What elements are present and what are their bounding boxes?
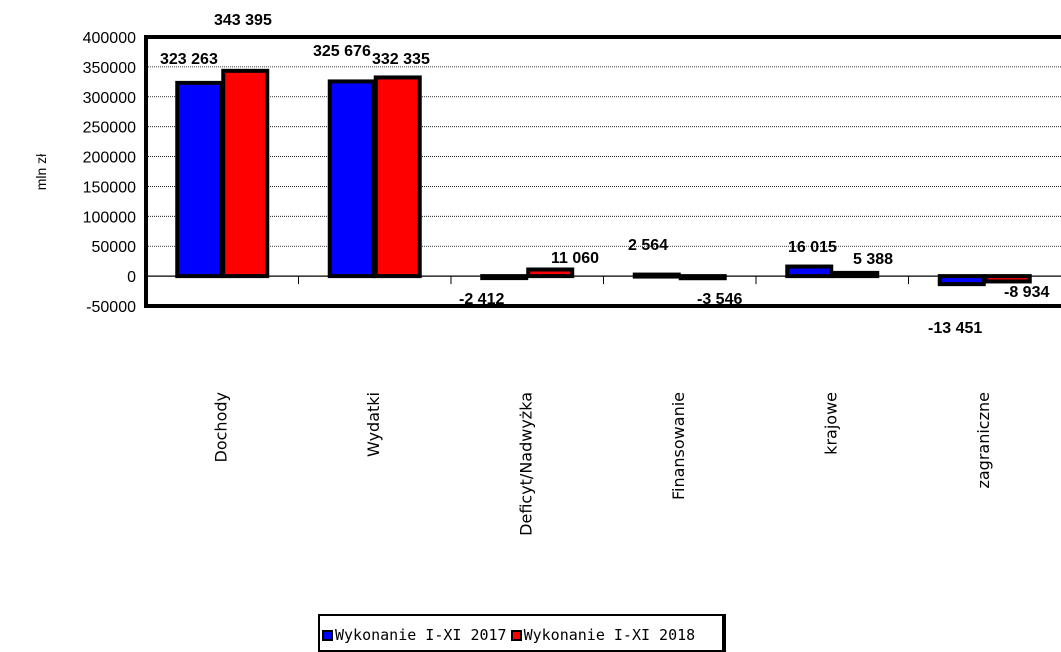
data-label-2018-2: 11 060 [551,250,599,267]
category-label: zagraniczne [974,392,993,489]
data-label-2017-5: -13 451 [928,320,982,337]
bar-2017-1 [327,79,376,279]
y-tick-label: 50000 [92,239,137,256]
y-tick-label: 100000 [83,209,136,226]
bar-2017-0 [175,80,224,279]
x-axis-ticks [298,276,909,285]
y-axis-label: mln zł [33,153,49,190]
data-label-2017-3: 2 564 [628,237,668,254]
data-label-2018-1: 332 335 [372,51,430,68]
y-tick-label: 400000 [83,30,136,47]
bars [175,68,1032,287]
data-label-2018-4: 5 388 [853,251,893,268]
data-labels: 323 263 325 676 -2 412 2 564 16 015 -13 451 34… [160,12,1049,337]
legend-swatch-2018 [510,629,522,641]
y-tick-label: 350000 [83,60,136,77]
category-label: Wydatki [364,392,383,457]
data-label-2018-3: -3 546 [697,291,742,308]
data-label-2017-2: -2 412 [459,291,504,308]
data-label-2017-1: 325 676 [313,43,371,60]
bar-2018-1 [373,75,422,279]
y-tick-label: 0 [127,269,136,286]
y-tick-label: 300000 [83,90,136,107]
bar-2017-4 [785,264,834,279]
legend-swatch-2017 [322,629,333,641]
y-tick-label: 250000 [83,120,136,137]
y-tick-label: 200000 [83,150,136,167]
category-label: krajowe [821,392,840,455]
plot-frame [144,35,1061,308]
legend-item-2017: Wykonanie I-XI 2017 [322,626,507,644]
category-label: Dochody [211,392,230,462]
bar-2018-4 [831,270,880,279]
bar-2017-3 [632,272,681,279]
gridlines [146,66,1061,277]
data-label-2017-0: 323 263 [160,51,218,68]
data-label-2018-5: -8 934 [1004,284,1049,301]
legend: Wykonanie I-XI 2017 Wykonanie I-XI 2018 [318,614,726,652]
bar-2018-3 [678,274,727,281]
y-tick-label: 150000 [83,179,136,196]
bar-2017-5 [937,274,986,287]
category-labels: Dochody Wydatki Deficyt/Nadwyżka Finansowan… [211,392,993,536]
category-label: Deficyt/Nadwyżka [516,392,535,536]
y-axis-ticks: 400000 350000 300000 250000 200000 150000 1000… [83,30,136,316]
bar-2018-0 [221,68,270,279]
legend-label-2018: Wykonanie I-XI 2018 [523,626,696,644]
bar-2018-5 [983,274,1032,284]
bar-2017-2 [480,274,529,281]
legend-item-2018: Wykonanie I-XI 2018 [510,626,696,644]
y-tick-label: -50000 [86,299,136,316]
bar-2018-2 [526,267,575,279]
category-label: Finansowanie [669,392,688,500]
data-label-2017-4: 16 015 [788,239,837,256]
legend-label-2017: Wykonanie I-XI 2017 [335,626,507,644]
data-label-2018-0: 343 395 [214,12,272,29]
